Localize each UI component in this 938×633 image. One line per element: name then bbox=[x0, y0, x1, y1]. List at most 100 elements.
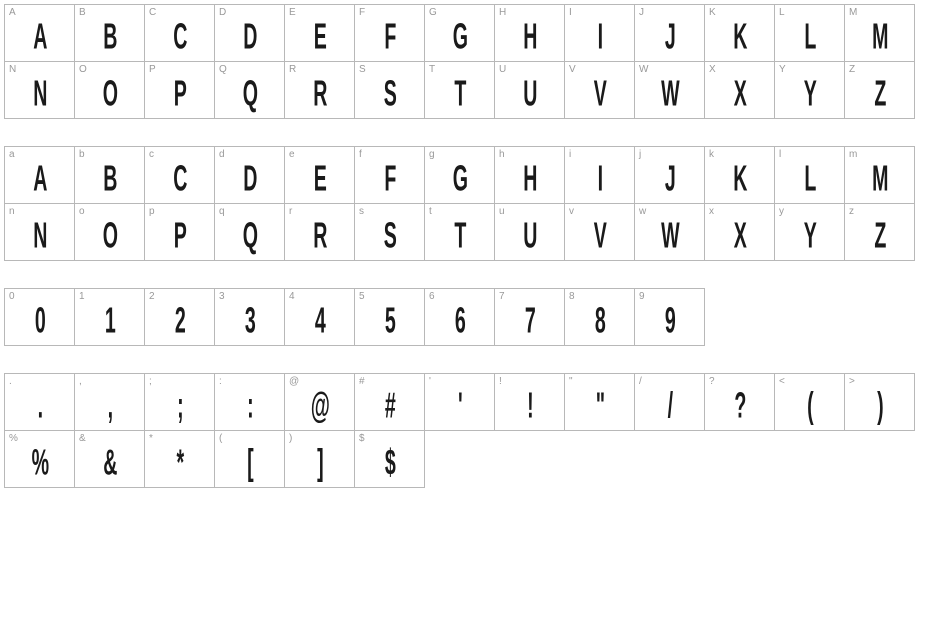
glyph-cell: OO bbox=[74, 61, 145, 119]
glyph-cell: 44 bbox=[284, 288, 355, 346]
glyph-label: ' bbox=[429, 376, 431, 387]
glyph-label: a bbox=[9, 149, 15, 160]
glyph-cell: eE bbox=[284, 146, 355, 204]
glyph-display: 9 bbox=[664, 303, 674, 339]
glyph-cell: fF bbox=[354, 146, 425, 204]
glyph-label: u bbox=[499, 206, 505, 217]
glyph-cell: 77 bbox=[494, 288, 565, 346]
glyph-display: J bbox=[664, 19, 674, 55]
glyph-cell: YY bbox=[774, 61, 845, 119]
glyph-cell: ;; bbox=[144, 373, 215, 431]
glyph-cell: !! bbox=[494, 373, 565, 431]
glyph-label: b bbox=[79, 149, 85, 160]
glyph-display: % bbox=[31, 445, 48, 481]
glyph-label: 1 bbox=[79, 291, 85, 302]
glyph-row: NNOOPPQQRRSSTTUUVVWWXXYYZZ bbox=[4, 61, 938, 118]
glyph-display: R bbox=[313, 76, 326, 112]
glyph-display: U bbox=[523, 76, 536, 112]
glyph-label: F bbox=[359, 7, 365, 18]
glyph-display: H bbox=[523, 161, 536, 197]
glyph-cell: @@ bbox=[284, 373, 355, 431]
glyph-display: G bbox=[452, 19, 467, 55]
glyph-label: f bbox=[359, 149, 362, 160]
glyph-cell: uU bbox=[494, 203, 565, 261]
glyph-label: 7 bbox=[499, 291, 505, 302]
glyph-display: W bbox=[661, 76, 679, 112]
glyph-cell: RR bbox=[284, 61, 355, 119]
glyph-label: & bbox=[79, 433, 86, 444]
glyph-display: , bbox=[107, 388, 112, 424]
glyph-cell: II bbox=[564, 4, 635, 62]
glyph-display: T bbox=[454, 218, 465, 254]
glyph-label: 4 bbox=[289, 291, 295, 302]
glyph-display: 5 bbox=[384, 303, 394, 339]
glyph-cell: HH bbox=[494, 4, 565, 62]
glyph-label: A bbox=[9, 7, 16, 18]
glyph-display: B bbox=[103, 19, 116, 55]
glyph-display: P bbox=[173, 76, 185, 112]
glyph-cell: .. bbox=[4, 373, 75, 431]
glyph-label: M bbox=[849, 7, 857, 18]
glyph-cell: && bbox=[74, 430, 145, 488]
glyph-display: L bbox=[804, 161, 815, 197]
glyph-display: H bbox=[523, 19, 536, 55]
glyph-group: ..,,;;::@@##''!!""//??<(>)%%&&**([)]$$ bbox=[4, 373, 938, 487]
glyph-group: AABBCCDDEEFFGGHHIIJJKKLLMMNNOOPPQQRRSSTT… bbox=[4, 4, 938, 118]
glyph-label: " bbox=[569, 376, 573, 387]
glyph-cell: DD bbox=[214, 4, 285, 62]
glyph-cell: ** bbox=[144, 430, 215, 488]
font-character-map: AABBCCDDEEFFGGHHIIJJKKLLMMNNOOPPQQRRSSTT… bbox=[4, 4, 938, 487]
glyph-display: G bbox=[452, 161, 467, 197]
glyph-label: z bbox=[849, 206, 854, 217]
glyph-cell: zZ bbox=[844, 203, 915, 261]
glyph-label: i bbox=[569, 149, 571, 160]
glyph-display: / bbox=[667, 388, 672, 424]
glyph-label: w bbox=[639, 206, 646, 217]
glyph-label: e bbox=[289, 149, 295, 160]
glyph-label: , bbox=[79, 376, 82, 387]
glyph-display: 3 bbox=[244, 303, 254, 339]
glyph-cell: LL bbox=[774, 4, 845, 62]
glyph-label: p bbox=[149, 206, 155, 217]
glyph-display: F bbox=[384, 161, 395, 197]
glyph-cell: 88 bbox=[564, 288, 635, 346]
glyph-cell: cC bbox=[144, 146, 215, 204]
glyph-label: g bbox=[429, 149, 435, 160]
glyph-row: AABBCCDDEEFFGGHHIIJJKKLLMM bbox=[4, 4, 938, 61]
glyph-display: C bbox=[173, 19, 186, 55]
glyph-cell: %% bbox=[4, 430, 75, 488]
glyph-label: C bbox=[149, 7, 156, 18]
glyph-cell: GG bbox=[424, 4, 495, 62]
glyph-display: 6 bbox=[454, 303, 464, 339]
glyph-display: 0 bbox=[34, 303, 44, 339]
glyph-display: U bbox=[523, 218, 536, 254]
glyph-label: U bbox=[499, 64, 506, 75]
glyph-label: J bbox=[639, 7, 644, 18]
glyph-cell: ([ bbox=[214, 430, 285, 488]
glyph-cell: ,, bbox=[74, 373, 145, 431]
glyph-display: N bbox=[33, 76, 46, 112]
glyph-display: [ bbox=[247, 445, 253, 481]
glyph-label: @ bbox=[289, 376, 299, 387]
glyph-display: ? bbox=[734, 388, 745, 424]
glyph-cell: yY bbox=[774, 203, 845, 261]
glyph-label: H bbox=[499, 7, 506, 18]
glyph-display: & bbox=[103, 445, 116, 481]
glyph-label: . bbox=[9, 376, 12, 387]
glyph-row: ..,,;;::@@##''!!""//??<(>) bbox=[4, 373, 938, 430]
glyph-group: 00112233445566778899 bbox=[4, 288, 938, 345]
glyph-display: ] bbox=[317, 445, 323, 481]
glyph-display: # bbox=[384, 388, 394, 424]
glyph-display: S bbox=[383, 218, 395, 254]
glyph-display: E bbox=[313, 161, 325, 197]
glyph-display: 7 bbox=[524, 303, 534, 339]
glyph-cell: '' bbox=[424, 373, 495, 431]
glyph-cell: pP bbox=[144, 203, 215, 261]
glyph-cell: WW bbox=[634, 61, 705, 119]
glyph-display: R bbox=[313, 218, 326, 254]
glyph-label: N bbox=[9, 64, 16, 75]
glyph-display: I bbox=[597, 19, 602, 55]
glyph-display: @ bbox=[310, 388, 328, 424]
glyph-display: ! bbox=[527, 388, 533, 424]
glyph-cell: tT bbox=[424, 203, 495, 261]
